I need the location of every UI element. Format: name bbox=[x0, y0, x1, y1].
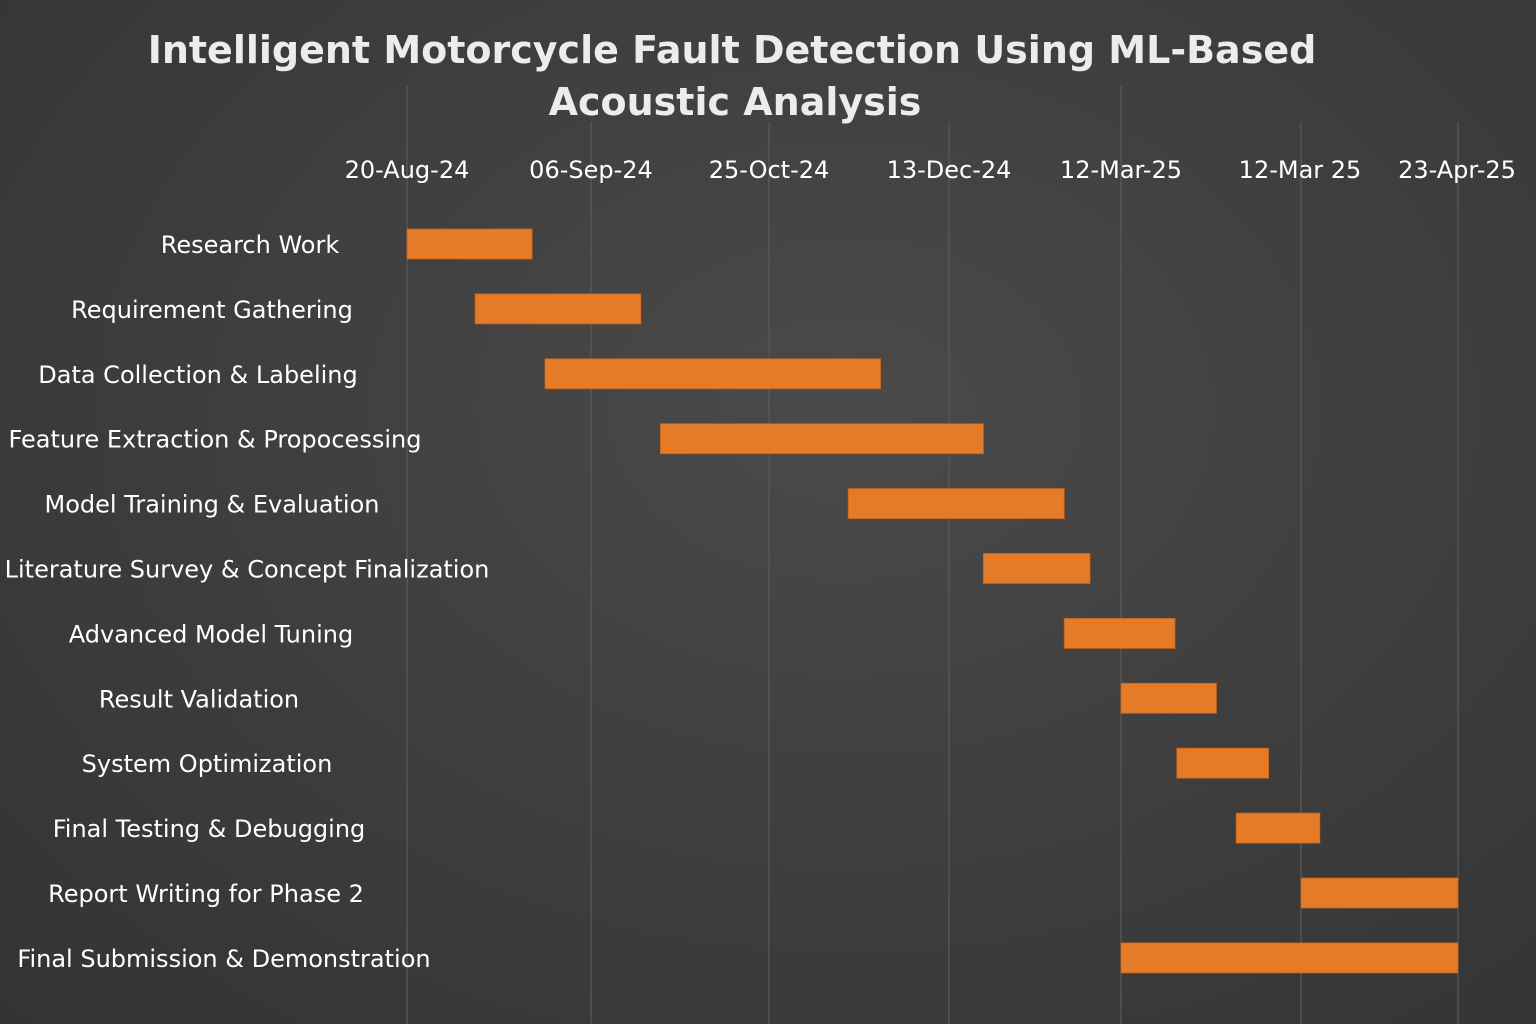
task-bar bbox=[1235, 812, 1321, 844]
task-bar bbox=[544, 358, 882, 390]
task-bar bbox=[474, 293, 642, 325]
task-bar bbox=[1120, 682, 1217, 714]
task-bar bbox=[847, 488, 1065, 520]
chart-title-line-2: Acoustic Analysis bbox=[549, 80, 922, 124]
task-label: Data Collection & Labeling bbox=[38, 361, 357, 389]
x-tick-label: 23-Apr-25 bbox=[1398, 156, 1516, 184]
x-axis-ticks: 20-Aug-24 06-Sep-24 25-Oct-24 13-Dec-24 12-M… bbox=[345, 156, 1516, 184]
task-label: Report Writing for Phase 2 bbox=[48, 880, 364, 908]
x-tick-label: 25-Oct-24 bbox=[709, 156, 830, 184]
task-bar bbox=[1300, 877, 1459, 909]
task-label: Research Work bbox=[161, 231, 340, 259]
task-labels: Research Work Requirement Gathering Data C… bbox=[5, 231, 490, 973]
task-label: Final Submission & Demonstration bbox=[17, 945, 430, 973]
task-label: Literature Survey & Concept Finalization bbox=[5, 556, 490, 584]
task-bar bbox=[660, 423, 984, 455]
x-tick-label: 20-Aug-24 bbox=[345, 156, 470, 184]
task-label: Feature Extraction & Propocessing bbox=[9, 426, 422, 454]
task-bar bbox=[406, 228, 533, 260]
task-bar bbox=[1063, 618, 1176, 649]
x-tick-label: 13-Dec-24 bbox=[887, 156, 1012, 184]
task-bar bbox=[983, 553, 1091, 584]
task-label: Result Validation bbox=[99, 685, 299, 713]
x-tick-label: 12-Mar 25 bbox=[1239, 156, 1362, 184]
task-label: Requirement Gathering bbox=[71, 296, 353, 324]
x-tick-label: 12-Mar-25 bbox=[1060, 156, 1182, 184]
task-bar bbox=[1120, 942, 1459, 974]
grid-lines bbox=[406, 86, 1459, 1024]
task-label: Model Training & Evaluation bbox=[45, 491, 380, 519]
x-tick-label: 06-Sep-24 bbox=[529, 156, 653, 184]
chart-title-line-1: Intelligent Motorcycle Fault Detection U… bbox=[148, 28, 1317, 72]
task-label: Final Testing & Debugging bbox=[53, 815, 366, 843]
task-bars bbox=[406, 228, 1459, 974]
task-label: System Optimization bbox=[82, 750, 333, 778]
task-label: Advanced Model Tuning bbox=[69, 620, 353, 648]
task-bar bbox=[1176, 747, 1270, 779]
